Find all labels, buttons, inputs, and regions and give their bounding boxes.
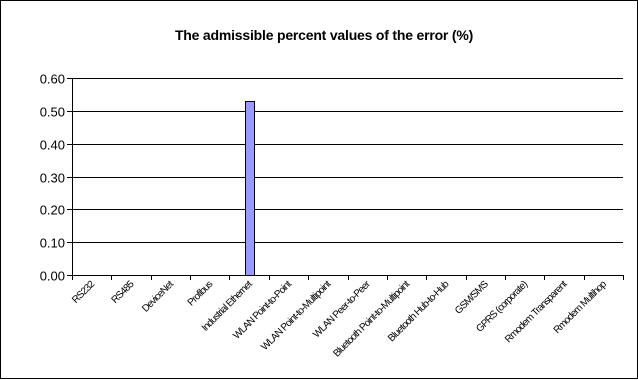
x-tick-label: DeviceNet [140,279,176,315]
bars [245,101,255,276]
y-tick-label: 0.60 [40,72,65,87]
bar [245,101,255,276]
y-tick-labels: 0.00 0.10 0.20 0.30 0.40 0.50 0.60 [40,72,65,284]
y-tick-label: 0.00 [40,269,65,284]
y-tick-label: 0.40 [40,138,65,153]
y-tick-label: 0.20 [40,203,65,218]
gridlines [72,78,623,243]
x-tick-label: WLAN Point-to-Multipoint [259,279,333,353]
x-tick-label: RS485 [110,278,137,305]
y-tick-label: 0.30 [40,171,65,186]
y-tick-label: 0.50 [40,105,65,120]
x-tick-label: Profibus [186,279,216,309]
x-tick-label: Bluetooth Point-to-Multipoint [331,279,412,360]
y-tick-label: 0.10 [40,236,65,251]
x-tick-label: GSM/SMS [453,279,491,317]
x-tick-label: RS232 [70,278,97,305]
chart-title: The admissible percent values of the err… [175,27,473,43]
axes [67,78,624,280]
